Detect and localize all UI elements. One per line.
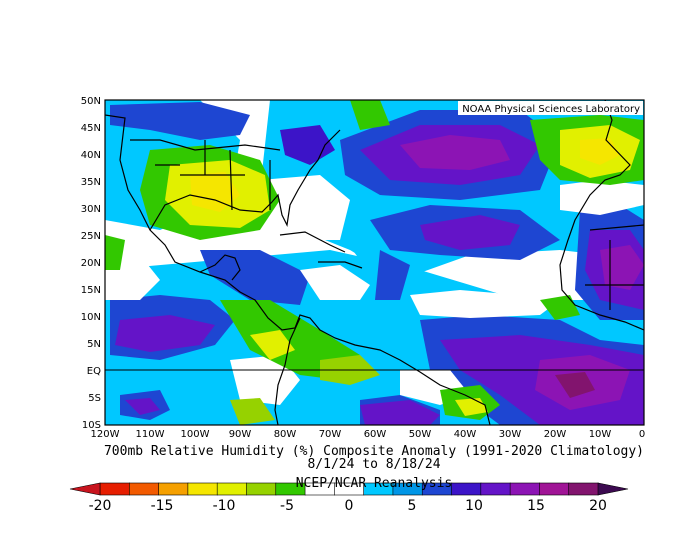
- colorbar-swatch: [246, 482, 277, 496]
- lat-label: 25N: [81, 231, 101, 242]
- lat-label: 20N: [81, 258, 101, 269]
- map-frame: [104, 99, 645, 426]
- colorbar-label: 5: [408, 498, 417, 514]
- colorbar-label: 0: [345, 498, 354, 514]
- colorbar-swatch: [539, 482, 570, 496]
- lon-label: 20W: [544, 429, 567, 440]
- lat-label: 10N: [81, 312, 101, 323]
- lon-label: 120W: [91, 429, 120, 440]
- credit-label: NOAA Physical Sciences Laboratory: [462, 104, 640, 115]
- colorbar-swatch: [480, 482, 511, 496]
- colorbar-label: -5: [280, 498, 294, 514]
- lon-label: 10W: [589, 429, 612, 440]
- lat-label: 40N: [81, 150, 101, 161]
- lat-label: EQ: [87, 366, 101, 377]
- colorbar: [69, 482, 629, 496]
- colorbar-swatch: [99, 482, 130, 496]
- lat-label: 10S: [82, 420, 101, 431]
- lon-label: 60W: [364, 429, 387, 440]
- lat-label: 45N: [81, 123, 101, 134]
- lon-label: 100W: [181, 429, 210, 440]
- lon-label: 0: [639, 429, 645, 440]
- map-title: 700mb Relative Humidity (%) Composite An…: [104, 444, 644, 459]
- lat-label: 30N: [81, 204, 101, 215]
- lat-axis: 50N 45N 40N 35N 30N 25N 20N 15N 10N 5N E…: [81, 96, 101, 431]
- lat-label: 5N: [87, 339, 101, 350]
- lon-label: 50W: [409, 429, 432, 440]
- colorbar-swatch: [128, 482, 160, 496]
- lon-label: 70W: [319, 429, 342, 440]
- lat-label: 15N: [81, 285, 101, 296]
- colorbar-label: -10: [213, 498, 236, 514]
- lat-label: 35N: [81, 177, 101, 188]
- colorbar-swatch: [568, 482, 599, 496]
- colorbar-high-arrow: [597, 482, 629, 496]
- lat-label: 50N: [81, 96, 101, 107]
- data-source: NCEP/NCAR Reanalysis: [296, 476, 453, 491]
- lon-label: 90W: [229, 429, 252, 440]
- colorbar-label: 15: [527, 498, 545, 514]
- lon-label: 80W: [274, 429, 297, 440]
- colorbar-label: 10: [465, 498, 483, 514]
- map-date-range: 8/1/24 to 8/18/24: [307, 457, 440, 472]
- colorbar-label: -15: [151, 498, 174, 514]
- lon-label: 40W: [454, 429, 477, 440]
- colorbar-swatch: [187, 482, 218, 496]
- colorbar-low-arrow: [69, 482, 101, 496]
- lon-label: 30W: [499, 429, 522, 440]
- lon-axis: 120W 110W 100W 90W 80W 70W 60W 50W 40W 3…: [91, 429, 646, 440]
- colorbar-swatch: [216, 482, 248, 496]
- colorbar-swatch: [509, 482, 541, 496]
- colorbar-swatch: [451, 482, 482, 496]
- anomaly-field: [105, 100, 644, 425]
- colorbar-swatch: [158, 482, 189, 496]
- colorbar-label: -20: [89, 498, 112, 514]
- colorbar-labels: -20 -15 -10 -5 0 5 10 15 20: [89, 498, 607, 514]
- coastlines: [105, 100, 644, 425]
- lat-label: 5S: [88, 393, 101, 404]
- colorbar-label: 20: [589, 498, 607, 514]
- lon-label: 110W: [136, 429, 165, 440]
